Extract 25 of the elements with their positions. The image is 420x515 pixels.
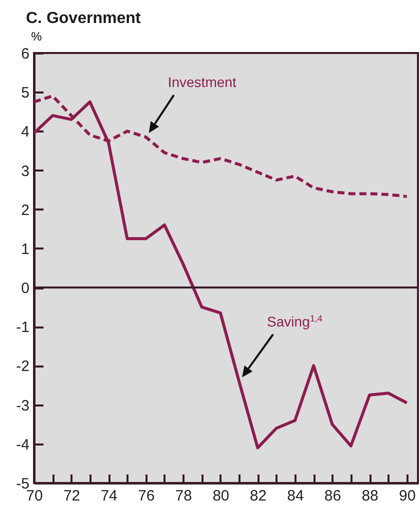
y-tick-label: 5 <box>21 84 30 102</box>
x-tick-label: 78 <box>175 488 192 504</box>
x-tick-label: 72 <box>63 488 80 504</box>
x-tick-label: 82 <box>250 488 267 504</box>
x-tick-label: 74 <box>100 488 118 504</box>
y-tick-label: 3 <box>21 162 30 180</box>
y-axis-title: % <box>31 30 42 44</box>
y-tick-label: 6 <box>21 46 30 62</box>
x-tick-label: 76 <box>138 488 155 504</box>
y-tick-label: -3 <box>16 397 30 414</box>
x-tick-label: 80 <box>212 488 230 504</box>
x-tick-label: 90 <box>398 488 416 504</box>
y-tick-label: -1 <box>16 319 30 336</box>
y-tick-label: 2 <box>21 202 30 219</box>
y-tick-label: 0 <box>21 280 30 298</box>
text: Saving$^{1,4}$ <box>267 313 322 330</box>
y-tick-label: 4 <box>21 124 30 141</box>
x-tick-label: 84 <box>287 488 304 504</box>
text: Investment <box>168 74 236 90</box>
y-tick-label: 1 <box>21 240 30 258</box>
y-tick-label: -2 <box>16 358 30 376</box>
x-tick-label: 88 <box>362 488 378 504</box>
x-tick-label: 86 <box>324 488 342 504</box>
y-tick-label: -4 <box>16 436 30 454</box>
chart-title: C. Government <box>26 10 142 27</box>
